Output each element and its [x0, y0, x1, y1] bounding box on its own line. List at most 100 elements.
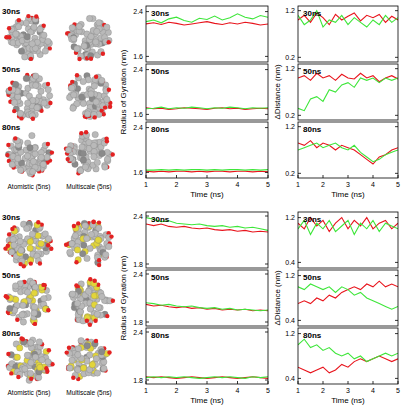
y-tick [146, 172, 149, 173]
oxygen-atom [111, 299, 115, 303]
atom-cluster [20, 302, 26, 308]
atom-cluster [67, 249, 73, 255]
y-tick [395, 275, 398, 276]
oxygen-atom [107, 40, 111, 44]
y-tick [265, 264, 268, 265]
x-tick-label: 5 [396, 181, 400, 188]
atom-cluster [10, 236, 16, 242]
atom-cluster [41, 295, 47, 301]
y-tick-label: 1.6 [133, 111, 143, 118]
atom-cluster [25, 100, 31, 106]
oxygen-atom [46, 82, 50, 86]
x-tick-label: 5 [396, 387, 400, 394]
x-tick [268, 381, 269, 384]
atom-cluster [33, 82, 39, 88]
atom-cluster [22, 54, 28, 60]
frame [146, 6, 268, 62]
atom-cluster [96, 225, 102, 231]
atom-cluster [25, 353, 31, 359]
y-tick [265, 322, 268, 323]
atom-cluster [19, 247, 25, 253]
molecule-snapshot [65, 337, 112, 381]
y-tick [265, 274, 268, 275]
oxygen-atom [17, 18, 21, 22]
oxygen-atom [93, 319, 97, 323]
oxygen-atom [93, 115, 97, 119]
snapshot-row-label: 80ns [2, 329, 21, 338]
atom-cluster [104, 156, 110, 162]
atom-cluster [80, 150, 86, 156]
atom-cluster [104, 96, 110, 102]
x-tick [398, 381, 399, 384]
atom-cluster [99, 293, 105, 299]
y-tick [146, 69, 149, 70]
molecule-snapshot [5, 132, 54, 177]
atom-cluster [74, 247, 80, 253]
atom-cluster [24, 153, 30, 159]
oxygen-atom [101, 52, 105, 56]
atom-cluster [71, 92, 77, 98]
atom-cluster [88, 91, 94, 97]
atom-cluster [41, 100, 47, 106]
y-tick [298, 173, 301, 174]
oxygen-atom [72, 224, 76, 228]
atom-cluster [44, 154, 50, 160]
atom-cluster [14, 354, 20, 360]
oxygen-atom [107, 88, 111, 92]
oxygen-atom [85, 319, 89, 323]
oxygen-atom [5, 153, 9, 157]
oxygen-atom [46, 308, 50, 312]
oxygen-atom [46, 243, 50, 247]
y-tick [298, 115, 301, 116]
y-tick [298, 275, 301, 276]
frame [146, 212, 268, 268]
atom-cluster [71, 35, 77, 41]
y-tick [265, 172, 268, 173]
series-line [146, 108, 268, 110]
x-tick-label: 1 [296, 181, 300, 188]
x-tick-label: 2 [175, 181, 179, 188]
panel-title: 30ns [151, 9, 170, 18]
oxygen-atom [5, 295, 9, 299]
atom-cluster [86, 15, 92, 21]
x-tick-label: 2 [321, 181, 325, 188]
atom-cluster [78, 337, 84, 343]
molecule-snapshot [66, 73, 112, 120]
oxygen-atom [36, 220, 40, 224]
atom-cluster [18, 247, 24, 253]
snapshot-row-label: 50ns [2, 65, 21, 74]
atom-cluster [15, 24, 21, 30]
oxygen-atom [34, 14, 38, 18]
atom-cluster [93, 99, 99, 105]
series-line [298, 143, 398, 162]
atom-cluster [37, 364, 43, 370]
oxygen-atom [79, 131, 83, 135]
atom-cluster [74, 366, 80, 372]
plot-area [298, 141, 398, 164]
atom-cluster [29, 231, 35, 237]
atom-cluster [104, 24, 110, 30]
atom-cluster [88, 33, 94, 39]
oxygen-atom [107, 350, 111, 354]
frame [298, 328, 398, 384]
y-tick [146, 114, 149, 115]
atom-cluster [69, 291, 75, 297]
oxygen-atom [8, 87, 12, 91]
atom-cluster [35, 104, 41, 110]
y-tick [395, 378, 398, 379]
frame [298, 212, 398, 268]
molecule-snapshot [3, 220, 53, 269]
molecule-snapshot [64, 130, 115, 176]
y-tick [146, 127, 149, 128]
atom-cluster [17, 110, 23, 116]
y-tick [265, 114, 268, 115]
molecule-snapshot [65, 15, 112, 61]
series-line [298, 339, 398, 361]
oxygen-atom [38, 261, 42, 265]
atom-cluster [24, 34, 30, 40]
atom-cluster [46, 93, 52, 99]
atom-cluster [65, 147, 71, 153]
y-tick [298, 57, 301, 58]
atom-cluster [38, 240, 44, 246]
atom-cluster [19, 312, 25, 318]
